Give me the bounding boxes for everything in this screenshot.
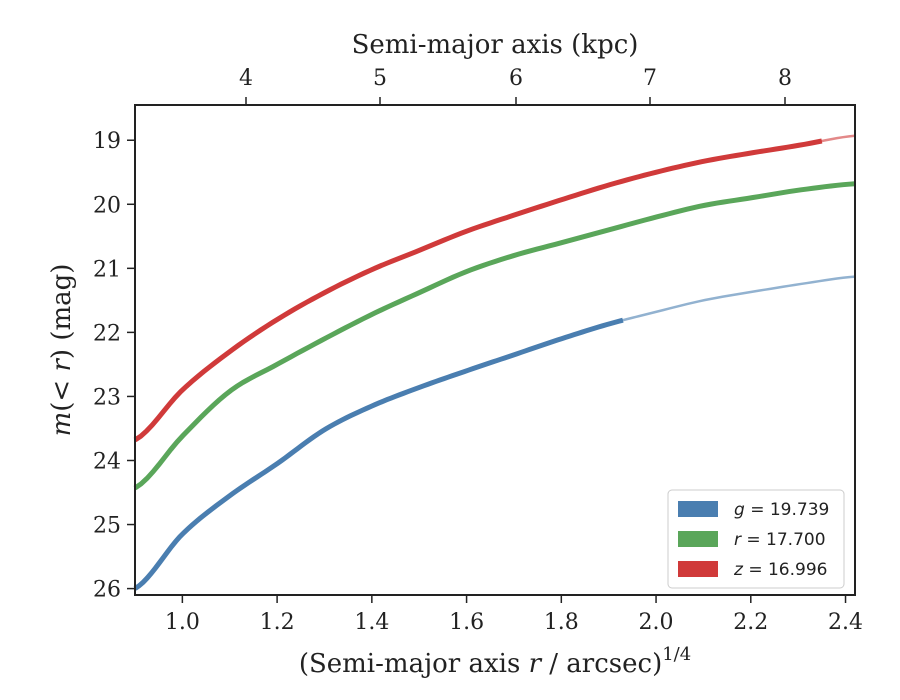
x-axis-title-suffix: / arcsec) [541,649,662,679]
x-axis-title-var: r [529,649,543,679]
legend-swatch-g [678,501,718,517]
y-axis-title-prefix: m [47,412,77,437]
y-tick-label: 20 [93,193,121,218]
series-model-line-r [134,182,856,490]
legend-swatch-r [678,531,718,547]
plot-frame [134,104,856,596]
x-tick-label: 1.2 [260,610,295,635]
legend-value: = 16.996 [743,560,828,580]
top-x-tick-label: 6 [509,66,523,91]
x-axis-title-sup: 1/4 [662,644,691,665]
x-tick-label: 1.8 [544,610,579,635]
y-tick-label: 25 [93,514,121,539]
x-axis-title: (Semi-major axis r / arcsec)1/4 [299,644,691,679]
series-layer [133,134,856,591]
y-tick-label: 24 [93,449,121,474]
x-tick-label: 1.0 [165,610,200,635]
x-tick-label: 1.6 [449,610,484,635]
series-model-line-z [134,134,856,442]
legend-var: r [734,530,742,550]
y-tick-label: 26 [93,578,121,603]
series-data-band-g [133,317,624,591]
ticks-layer: 1.0 1.2 1.4 1.6 1.8 2.0 2.2 2.4 19 20 21 22 23 24 25 26… [93,66,863,635]
x-axis-title-prefix: (Semi-major axis [299,649,529,679]
legend-value: = 17.700 [741,530,826,550]
legend-value: = 19.739 [745,500,830,520]
legend-label-z: z = 16.996 [733,560,827,580]
top-x-tick-label: 5 [373,66,387,91]
series-data-band-z [133,138,823,443]
y-tick-label: 23 [93,385,121,410]
y-axis-title-mid: (< [47,372,77,412]
legend-var: g [734,500,745,520]
top-x-tick-label: 8 [778,66,792,91]
y-axis-title: m(< r) (mag) [47,264,77,437]
y-tick-label: 19 [93,129,121,154]
legend-var: z [733,560,744,580]
top-x-tick-label: 4 [239,66,253,91]
y-axis-title-var: r [47,358,77,372]
legend-label-r: r = 17.700 [734,530,826,550]
x-tick-label: 2.0 [639,610,674,635]
y-axis-title-suffix: ) (mag) [47,264,77,360]
y-tick-label: 21 [93,257,121,282]
top-x-tick-label: 7 [643,66,657,91]
top-x-axis-title: Semi-major axis (kpc) [352,30,639,60]
legend-swatch-z [678,561,718,577]
legend-label-g: g = 19.739 [734,500,829,520]
series-data-band-r [133,181,856,491]
x-tick-label: 2.4 [828,610,863,635]
y-tick-label: 22 [93,321,121,346]
x-tick-label: 1.4 [354,610,389,635]
x-tick-label: 2.2 [733,610,768,635]
